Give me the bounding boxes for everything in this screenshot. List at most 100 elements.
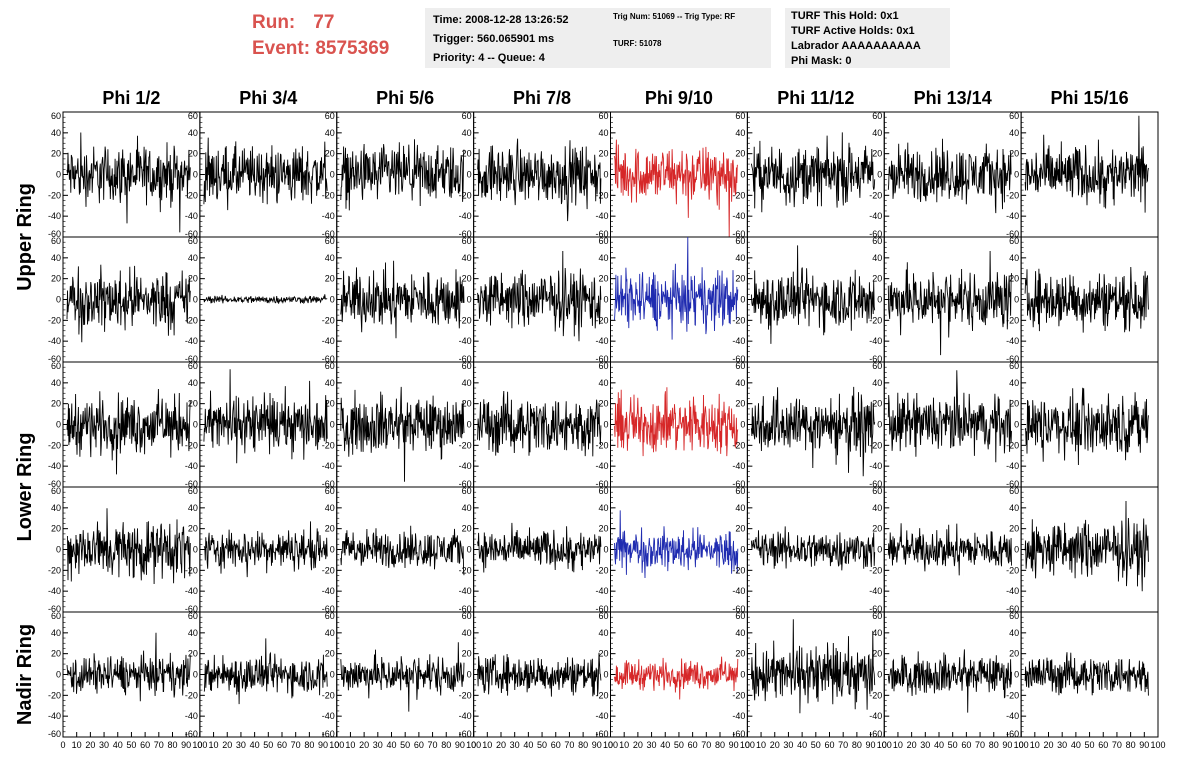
- y-tick-label: -40: [732, 211, 745, 221]
- y-tick-label: -40: [459, 336, 472, 346]
- y-tick-label: 0: [877, 545, 882, 555]
- x-tick-label: 40: [934, 740, 944, 750]
- y-tick-label: 0: [603, 545, 608, 555]
- y-tick-label: 0: [467, 420, 472, 430]
- y-tick-label: 40: [598, 503, 608, 513]
- y-tick-label: -60: [322, 229, 335, 239]
- y-tick-label: 40: [735, 253, 745, 263]
- y-tick-label: -40: [322, 711, 335, 721]
- y-tick-label: 60: [1009, 111, 1019, 121]
- waveform-trace: [1024, 115, 1149, 213]
- turf-active-text: TURF Active Holds: 0x1: [791, 25, 915, 37]
- y-tick-label: 0: [740, 295, 745, 305]
- waveform-trace: [750, 132, 876, 213]
- y-tick-label: -60: [459, 354, 472, 364]
- y-tick-label: -60: [322, 604, 335, 614]
- y-tick-label: 60: [51, 236, 61, 246]
- y-tick-label: 60: [188, 486, 198, 496]
- y-tick-label: 60: [598, 611, 608, 621]
- x-tick-label: 60: [140, 740, 150, 750]
- y-tick-label: 60: [872, 611, 882, 621]
- y-tick-label: -40: [1006, 461, 1019, 471]
- y-tick-label: -40: [322, 461, 335, 471]
- y-tick-label: 0: [740, 420, 745, 430]
- event-label: Event:: [252, 38, 311, 59]
- x-tick-label: 80: [578, 740, 588, 750]
- x-tick-label: 30: [920, 740, 930, 750]
- y-tick-label: -20: [459, 190, 472, 200]
- y-tick-label: -40: [48, 461, 61, 471]
- y-tick-label: 40: [872, 253, 882, 263]
- waveform-trace: [750, 526, 876, 571]
- x-tick-label: 100: [1014, 740, 1029, 750]
- y-tick-label: 20: [598, 524, 608, 534]
- y-tick-label: 40: [325, 128, 335, 138]
- column-label: Phi 5/6: [376, 88, 434, 108]
- y-tick-label: 0: [330, 170, 335, 180]
- waveform-trace: [203, 294, 328, 305]
- y-tick-label: -20: [732, 440, 745, 450]
- y-tick-label: -60: [1006, 604, 1019, 614]
- turf-num-text: TURF: 51078: [613, 39, 662, 48]
- y-tick-label: 0: [877, 670, 882, 680]
- y-tick-label: -20: [1006, 440, 1019, 450]
- y-tick-label: 0: [467, 670, 472, 680]
- waveform-trace: [203, 369, 328, 464]
- y-tick-label: 40: [598, 128, 608, 138]
- y-tick-label: 20: [462, 274, 472, 284]
- y-tick-label: -20: [48, 190, 61, 200]
- y-tick-label: -60: [185, 229, 198, 239]
- y-tick-label: -20: [322, 690, 335, 700]
- y-tick-label: 0: [1014, 420, 1019, 430]
- x-tick-label: 60: [1098, 740, 1108, 750]
- y-tick-label: 20: [51, 649, 61, 659]
- y-tick-label: 40: [1009, 378, 1019, 388]
- y-tick-label: 60: [1009, 361, 1019, 371]
- y-tick-label: -60: [322, 729, 335, 739]
- y-tick-label: -40: [48, 711, 61, 721]
- y-tick-label: 40: [735, 503, 745, 513]
- y-tick-label: 20: [188, 274, 198, 284]
- y-tick-label: -40: [459, 586, 472, 596]
- x-tick-label: 70: [701, 740, 711, 750]
- y-tick-label: 20: [325, 399, 335, 409]
- x-tick-label: 80: [304, 740, 314, 750]
- x-tick-label: 60: [414, 740, 424, 750]
- y-tick-label: 0: [467, 170, 472, 180]
- y-tick-label: 40: [51, 253, 61, 263]
- y-tick-label: 20: [462, 399, 472, 409]
- y-tick-label: -20: [732, 690, 745, 700]
- y-tick-label: 20: [188, 149, 198, 159]
- y-tick-label: -40: [459, 711, 472, 721]
- y-tick-label: -60: [595, 604, 608, 614]
- column-label: Phi 11/12: [777, 88, 854, 108]
- x-tick-label: 70: [154, 740, 164, 750]
- x-tick-label: 40: [250, 740, 260, 750]
- x-tick-label: 0: [745, 740, 750, 750]
- y-tick-label: -20: [48, 440, 61, 450]
- y-tick-label: -60: [1006, 354, 1019, 364]
- x-tick-label: 50: [948, 740, 958, 750]
- y-tick-label: -20: [595, 315, 608, 325]
- y-tick-label: 60: [598, 236, 608, 246]
- y-tick-label: -20: [1006, 315, 1019, 325]
- y-tick-label: -60: [595, 729, 608, 739]
- y-tick-label: 0: [56, 545, 61, 555]
- y-tick-label: -20: [185, 440, 198, 450]
- x-tick-label: 90: [181, 740, 191, 750]
- x-tick-label: 40: [386, 740, 396, 750]
- y-tick-label: 60: [51, 486, 61, 496]
- y-tick-label: 0: [56, 295, 61, 305]
- waveform-trace: [750, 245, 876, 344]
- y-tick-label: -40: [1006, 586, 1019, 596]
- y-tick-label: -20: [869, 315, 882, 325]
- y-tick-label: -60: [732, 354, 745, 364]
- waveform-trace: [477, 652, 602, 697]
- y-tick-label: -60: [732, 479, 745, 489]
- y-tick-label: -20: [322, 565, 335, 575]
- x-tick-label: 70: [975, 740, 985, 750]
- y-tick-label: 40: [1009, 128, 1019, 138]
- waveform-trace: [750, 386, 876, 477]
- x-tick-label: 80: [441, 740, 451, 750]
- x-tick-label: 80: [989, 740, 999, 750]
